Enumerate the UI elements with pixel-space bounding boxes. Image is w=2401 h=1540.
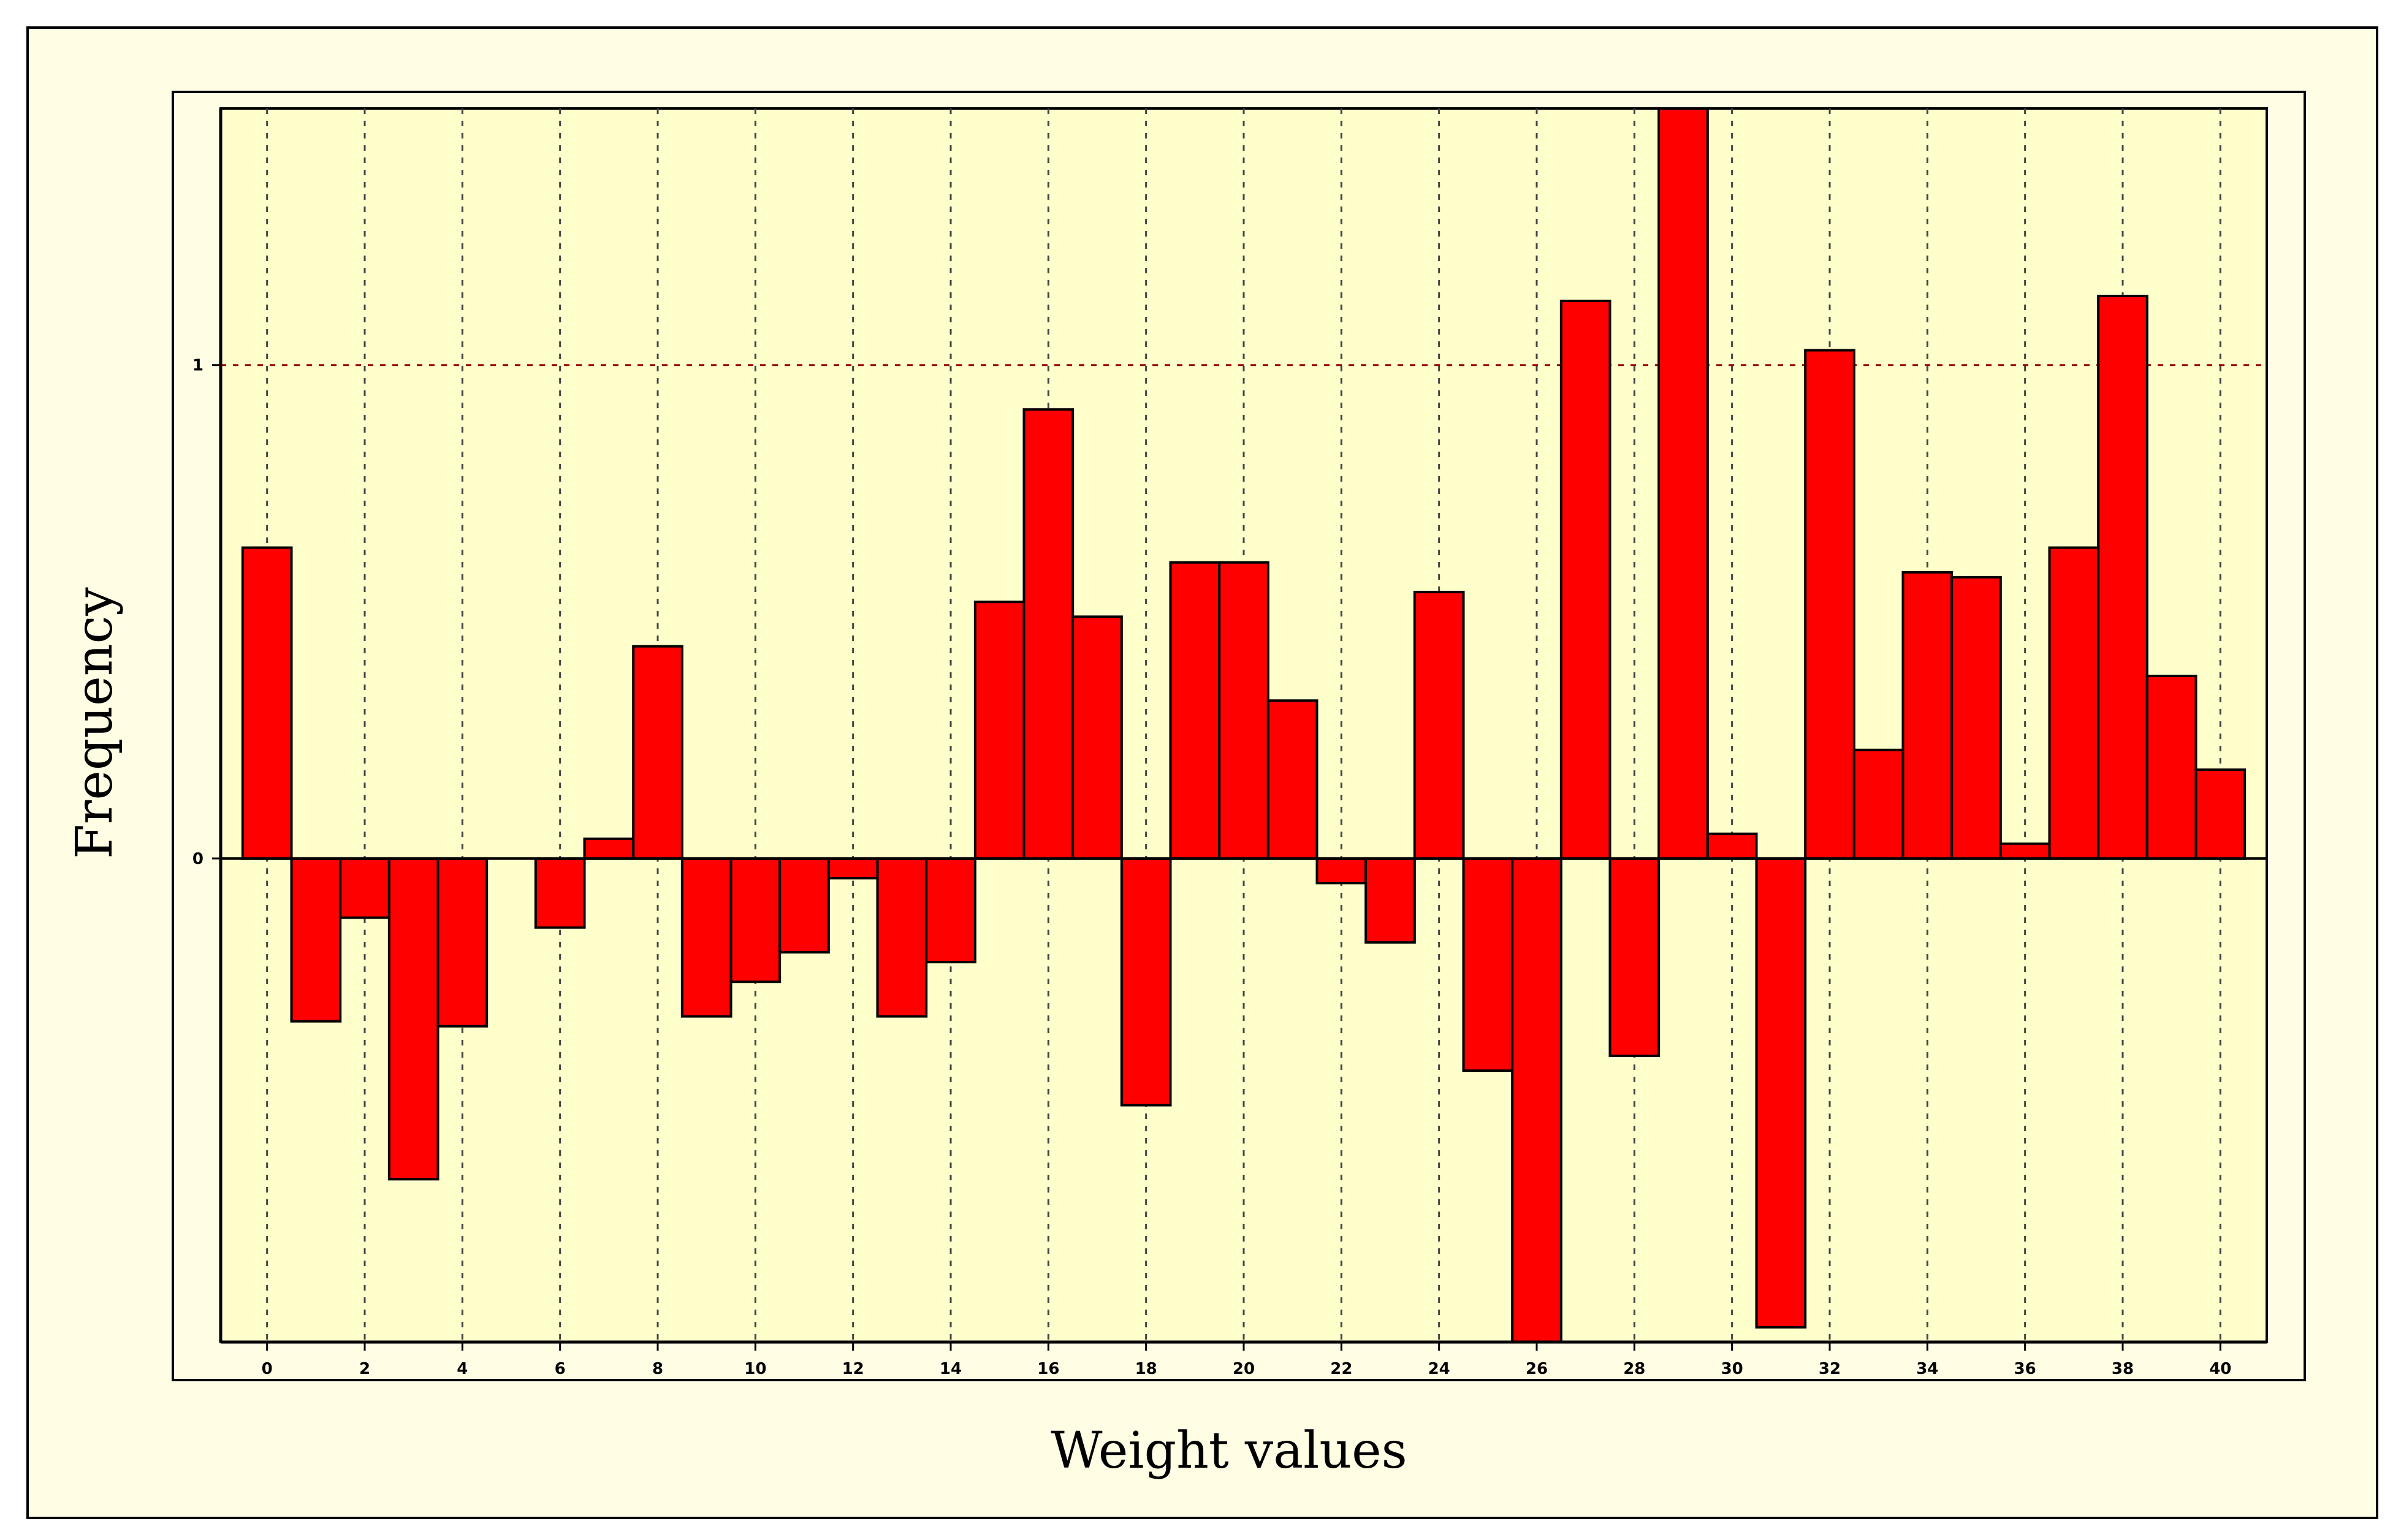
histogram-bar	[2194, 768, 2247, 860]
x-axis-ticks: 0 2 4 6 8 10 12 14 16 18 20 22 24 26 28 30 32 34 36 38 40	[262, 1342, 2231, 1378]
histogram-bar	[632, 645, 683, 860]
histogram-bar	[1755, 857, 1807, 1329]
histogram-bar	[1657, 107, 1709, 860]
histogram-bar	[2097, 294, 2148, 860]
x-tick-label: 18	[1135, 1360, 1157, 1378]
histogram-bar	[1462, 857, 1514, 1072]
histogram-bar	[827, 857, 879, 880]
x-tick-label: 16	[1037, 1360, 1059, 1378]
y-axis-ticks: 01	[192, 357, 221, 868]
x-tick-label: 0	[262, 1360, 273, 1378]
x-tick-label: 28	[1623, 1360, 1645, 1378]
histogram-bar	[2048, 546, 2100, 860]
histogram-bar	[1999, 842, 2051, 860]
histogram-bar	[1950, 575, 2002, 860]
x-tick-label: 26	[1526, 1360, 1548, 1378]
histogram-bar	[339, 857, 390, 919]
histogram-bar	[290, 857, 342, 1023]
histogram-bar	[583, 837, 635, 860]
histogram-bar	[1071, 615, 1123, 860]
x-tick-label: 24	[1428, 1360, 1450, 1378]
x-tick-label: 30	[1721, 1360, 1743, 1378]
bars	[241, 107, 2247, 1344]
histogram-bar	[1169, 561, 1221, 860]
histogram-bar	[436, 857, 489, 1028]
x-tick-label: 10	[744, 1360, 766, 1378]
histogram-bar	[387, 857, 439, 1181]
histogram-bar	[729, 857, 782, 984]
x-tick-label: 22	[1330, 1360, 1352, 1378]
histogram-bar	[1266, 699, 1318, 860]
histogram-bar	[1852, 748, 1904, 860]
histogram-bar	[1218, 561, 1269, 860]
x-tick-label: 2	[359, 1360, 370, 1378]
histogram-bar	[1022, 408, 1075, 860]
x-tick-label: 14	[940, 1360, 962, 1378]
histogram-bar	[876, 857, 928, 1018]
histogram-bar	[1706, 832, 1758, 860]
x-tick-label: 34	[1916, 1360, 1938, 1378]
histogram-bar	[1804, 349, 1855, 860]
y-axis-title: Frequency	[66, 587, 124, 859]
x-tick-label: 8	[652, 1360, 663, 1378]
x-tick-label: 6	[555, 1360, 566, 1378]
x-tick-label: 36	[2014, 1360, 2036, 1378]
histogram-bar	[973, 601, 1025, 860]
x-tick-label: 40	[2209, 1360, 2231, 1378]
histogram-bar	[1559, 300, 1611, 860]
histogram-bar	[778, 857, 830, 954]
y-tick-label: 0	[192, 850, 204, 868]
histogram-bar	[2145, 674, 2197, 860]
histogram-bar	[1901, 571, 1954, 860]
histogram-bar	[534, 857, 586, 929]
histogram-bar	[680, 857, 732, 1018]
histogram-bar	[1315, 857, 1368, 885]
histogram-bar	[1413, 591, 1465, 860]
histogram-bar	[241, 546, 293, 860]
y-tick-label: 1	[192, 357, 204, 375]
histogram-bar	[925, 857, 976, 963]
histogram-bar	[1511, 857, 1562, 1344]
x-tick-label: 4	[457, 1360, 468, 1378]
histogram-bar	[1364, 857, 1416, 944]
histogram-bar	[1608, 857, 1661, 1057]
histogram-bar	[1120, 857, 1172, 1107]
x-tick-label: 32	[1819, 1360, 1841, 1378]
x-axis-title: Weight values	[1051, 1422, 1407, 1480]
x-tick-label: 12	[842, 1360, 864, 1378]
x-tick-label: 20	[1233, 1360, 1255, 1378]
x-tick-label: 38	[2112, 1360, 2134, 1378]
